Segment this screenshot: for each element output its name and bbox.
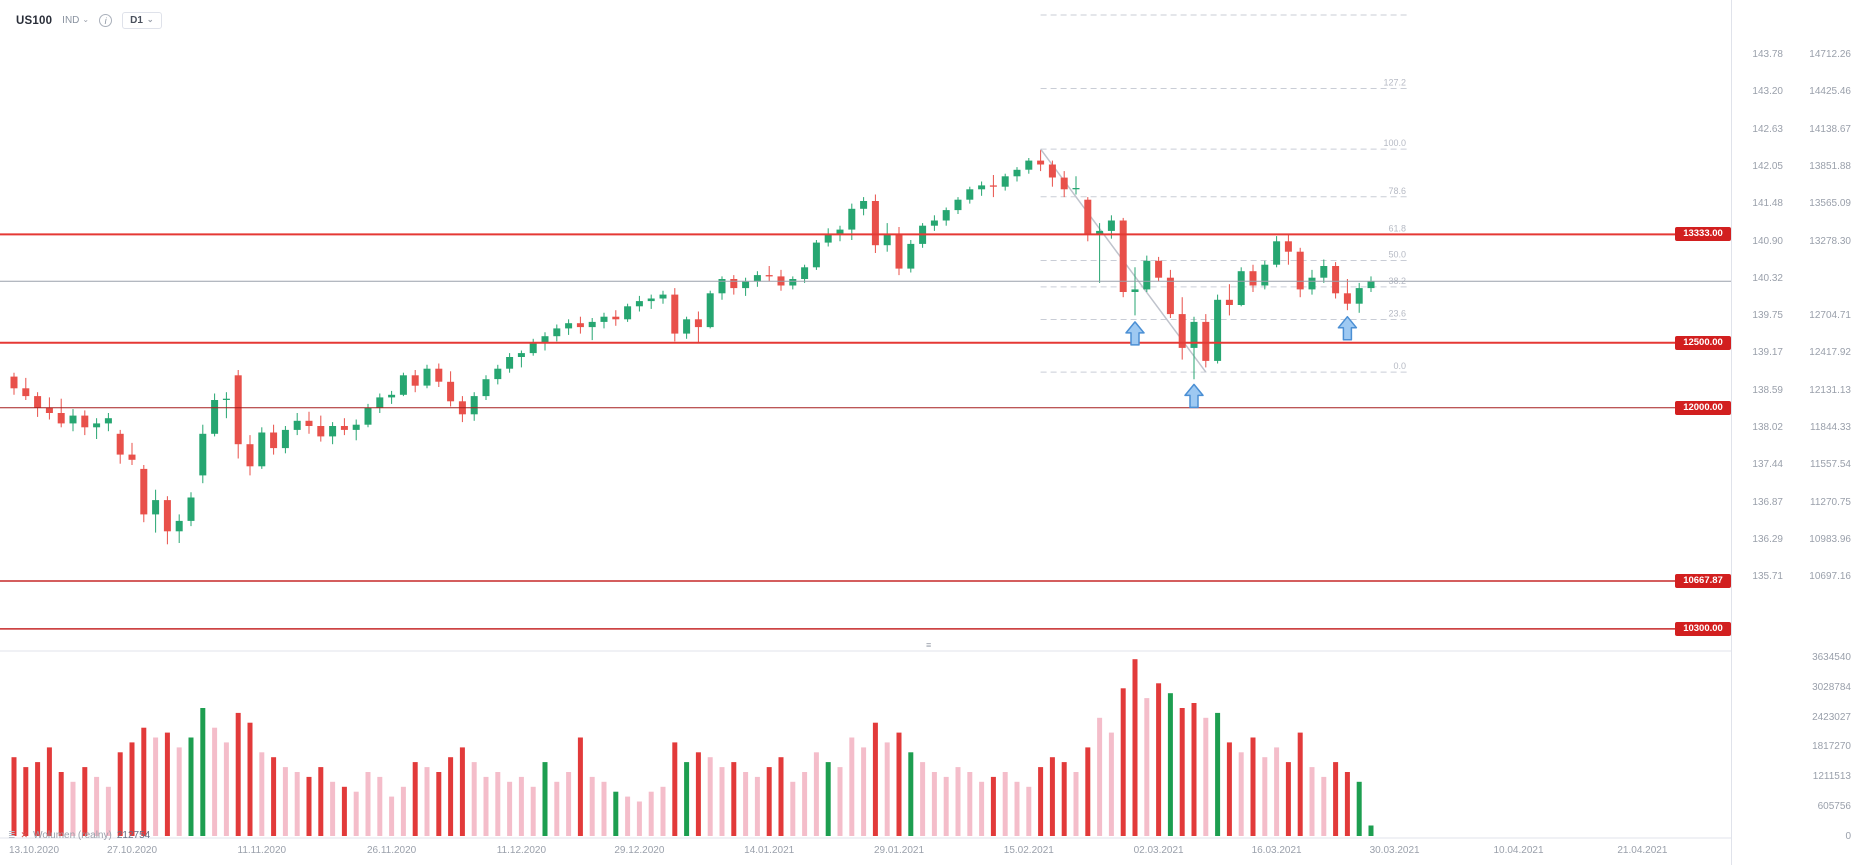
volume-indicator-value: 212754 [116, 830, 151, 841]
price-level-label[interactable]: 12500.00 [1675, 335, 1731, 350]
volume-axis-tick: 0 [1845, 830, 1851, 842]
pane-resize-handle[interactable]: ≡ [926, 640, 932, 650]
chart-toolbar: US100 IND ⌄ i D1 ⌄ [16, 12, 162, 29]
tnote-price-tick: 141.48 [1752, 198, 1783, 210]
date-tick: 16.03.2021 [1251, 845, 1302, 856]
tnote-price-tick: 136.87 [1752, 496, 1783, 508]
volume-indicator-label: ≣ ✕ Wolumen (realny) 212754 [8, 830, 150, 841]
buy-arrow[interactable] [1337, 315, 1358, 341]
support-resistance-lines[interactable] [0, 233, 1731, 630]
volume-axis-tick: 2423027 [1812, 711, 1851, 723]
svg-text:50.0: 50.0 [1388, 250, 1406, 260]
us100-price-tick: 12417.92 [1809, 347, 1851, 359]
buy-arrow-icon [1184, 383, 1204, 409]
tnote-price-tick: 135.71 [1752, 571, 1783, 583]
us100-price-tick: 11844.33 [1810, 422, 1851, 433]
svg-text:0.0: 0.0 [1393, 361, 1406, 371]
svg-text:23.6: 23.6 [1388, 309, 1406, 319]
timeframe-dropdown[interactable]: D1 ⌄ [122, 12, 162, 29]
us100-price-tick: 13278.30 [1809, 235, 1851, 247]
date-tick: 15.02.2021 [1003, 845, 1054, 856]
volume-axis-tick: 3634540 [1812, 652, 1851, 663]
date-tick: 21.04.2021 [1617, 845, 1668, 856]
tnote-price-tick: 143.20 [1752, 86, 1783, 98]
indicator-settings-icon[interactable]: ≣ [8, 830, 16, 840]
chevron-down-icon: ⌄ [146, 14, 154, 24]
us100-price-tick: 13565.09 [1809, 198, 1851, 210]
volume-axis-tick: 605756 [1817, 801, 1851, 813]
us100-price-tick: 14138.67 [1809, 123, 1851, 135]
tnote-price-tick: 138.59 [1752, 384, 1783, 396]
us100-price-tick: 11270.75 [1810, 496, 1851, 508]
volume-axis-tick: 1817270 [1812, 741, 1851, 753]
svg-text:127.2: 127.2 [1383, 78, 1406, 88]
tnote-price-tick: 140.32 [1752, 272, 1783, 284]
svg-text:61.8: 61.8 [1388, 223, 1406, 233]
date-tick: 30.03.2021 [1369, 845, 1420, 856]
date-tick: 10.04.2021 [1493, 845, 1544, 856]
us100-price-tick: 11557.54 [1810, 459, 1851, 471]
tnote-price-tick: 139.17 [1752, 347, 1783, 359]
us100-price-tick: 12704.71 [1809, 310, 1851, 322]
tnote-price-tick: 142.63 [1752, 123, 1783, 135]
pane-separators [0, 650, 1731, 839]
price-level-label[interactable]: 12000.00 [1675, 400, 1731, 415]
date-tick: 11.11.2020 [237, 845, 287, 856]
us100-price-tick: 10983.96 [1809, 533, 1851, 545]
us100-price-tick: 14712.26 [1809, 49, 1851, 60]
svg-text:100.0: 100.0 [1383, 138, 1406, 148]
us100-price-tick: 12131.13 [1809, 384, 1851, 396]
volume-indicator-name: Wolumen (realny) [33, 830, 112, 841]
buy-arrow[interactable] [1125, 321, 1145, 346]
volume-series[interactable] [11, 659, 1374, 836]
tnote-price-tick: 142.05 [1752, 160, 1783, 172]
instrument-type-label: IND [62, 15, 80, 26]
us100-price-tick: 10697.16 [1809, 571, 1851, 583]
date-tick: 02.03.2021 [1133, 845, 1184, 856]
tnote-price-tick: 143.78 [1752, 49, 1783, 60]
timeframe-label: D1 [130, 15, 143, 26]
tnote-price-tick: 137.44 [1752, 459, 1783, 471]
date-tick: 29.01.2021 [873, 845, 925, 856]
tnote-price-tick: 139.75 [1752, 310, 1783, 322]
price-level-label[interactable]: 10300.00 [1675, 621, 1731, 636]
price-level-label[interactable]: 13333.00 [1675, 227, 1731, 242]
us100-price-tick: 13851.88 [1809, 160, 1851, 172]
chevron-down-icon: ⌄ [82, 14, 90, 24]
date-tick: 29.12.2020 [614, 845, 665, 856]
buy-arrow-icon [1125, 321, 1145, 346]
main-chart-svg[interactable]: 127.2 100.0 78.6 61.8 50.0 38.2 23.6 0.0 [0, 0, 1731, 865]
date-tick: 14.01.2021 [744, 845, 795, 856]
date-tick: 13.10.2020 [8, 845, 60, 856]
price-axis[interactable]: 12973.16 TNOTE ◎ ⇅ ✕ US100 [1731, 0, 1866, 865]
buy-arrow[interactable] [1184, 383, 1204, 409]
date-tick: 11.12.2020 [496, 845, 547, 856]
volume-axis-tick: 3028784 [1812, 681, 1851, 693]
us100-price-tick: 14425.46 [1809, 86, 1851, 98]
indicator-close-icon[interactable]: ✕ [20, 830, 29, 840]
candlestick-series[interactable] [10, 150, 1375, 545]
price-level-label[interactable]: 10667.87 [1675, 574, 1731, 588]
tnote-price-tick: 138.02 [1752, 422, 1783, 433]
svg-text:78.6: 78.6 [1388, 186, 1406, 196]
symbol-label[interactable]: US100 [16, 14, 53, 27]
buy-arrow-icon [1337, 315, 1358, 341]
tnote-price-tick: 140.90 [1752, 235, 1783, 247]
instrument-type-dropdown[interactable]: IND ⌄ [62, 14, 90, 27]
date-tick: 26.11.2020 [366, 845, 417, 856]
date-tick: 27.10.2020 [106, 845, 158, 856]
info-icon[interactable]: i [99, 14, 113, 27]
volume-axis-tick: 1211513 [1812, 771, 1851, 783]
tnote-price-tick: 136.29 [1752, 533, 1783, 545]
